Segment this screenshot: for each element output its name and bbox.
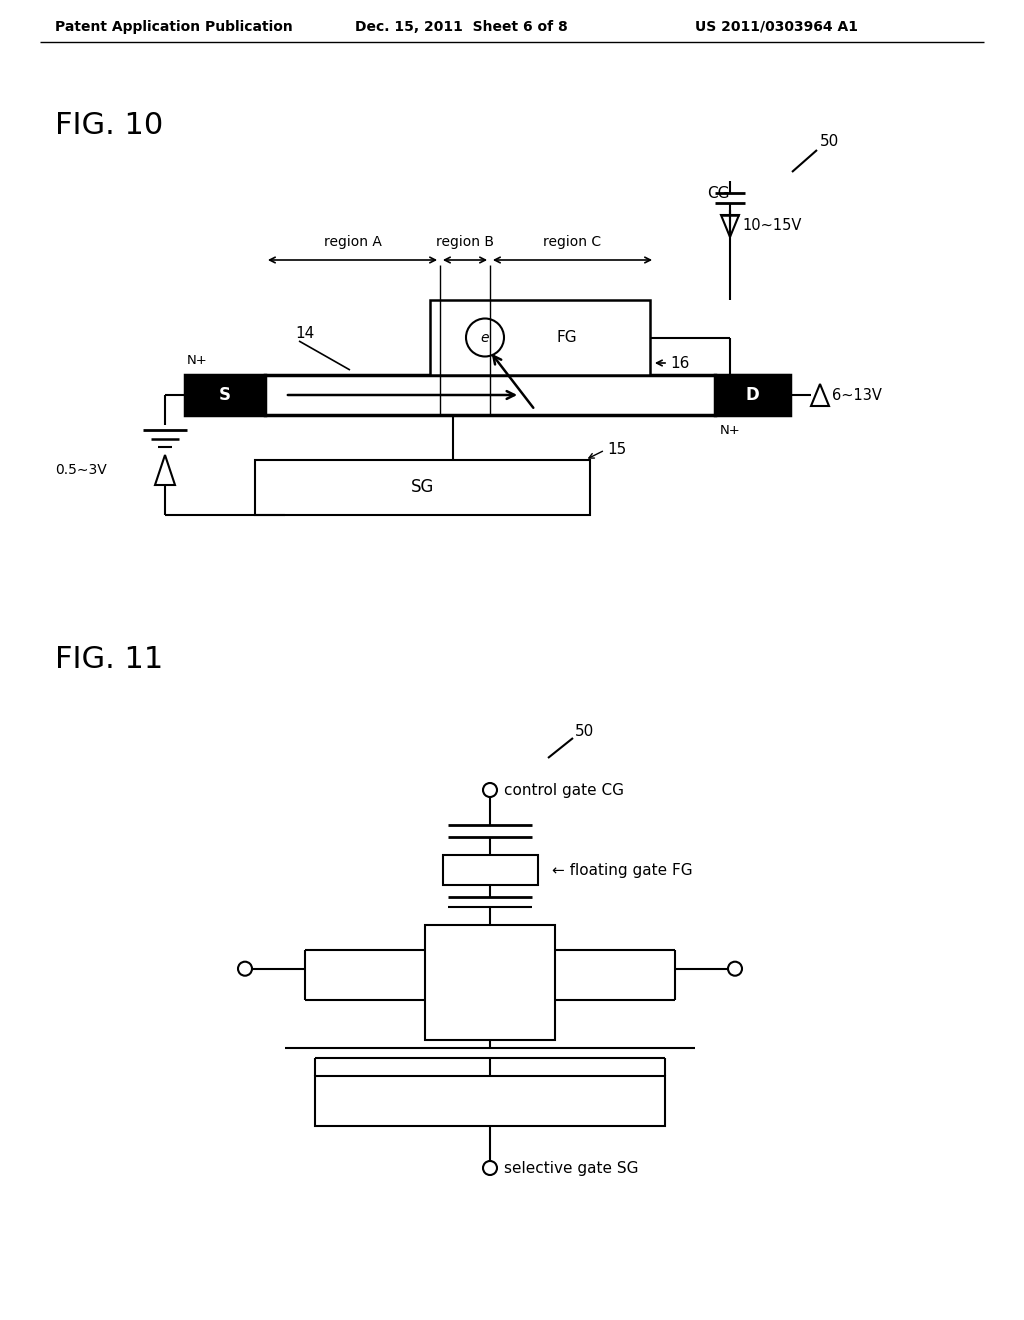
- Text: control gate CG: control gate CG: [504, 783, 624, 797]
- Bar: [442, 855, 538, 884]
- Bar: [185, 375, 265, 414]
- Text: N+: N+: [187, 355, 208, 367]
- Text: 6∼13V: 6∼13V: [831, 388, 882, 403]
- Bar: [715, 375, 790, 414]
- Bar: [315, 1076, 665, 1126]
- Text: 50: 50: [820, 135, 840, 149]
- Text: 16: 16: [670, 355, 689, 371]
- Circle shape: [466, 318, 504, 356]
- Text: region A: region A: [324, 235, 381, 249]
- Text: ← floating gate FG: ← floating gate FG: [553, 862, 693, 878]
- Text: selective gate SG: selective gate SG: [504, 1160, 639, 1176]
- Bar: [430, 300, 650, 375]
- Text: 14: 14: [295, 326, 314, 341]
- Circle shape: [238, 962, 252, 975]
- Text: D: D: [745, 385, 760, 404]
- Bar: [425, 925, 555, 1040]
- Circle shape: [483, 1162, 497, 1175]
- Text: FIG. 11: FIG. 11: [55, 645, 163, 675]
- Text: N+: N+: [720, 425, 740, 437]
- Text: Patent Application Publication: Patent Application Publication: [55, 20, 293, 34]
- Circle shape: [483, 783, 497, 797]
- Text: e: e: [480, 331, 489, 346]
- Text: CG: CG: [707, 186, 729, 202]
- Bar: [265, 375, 715, 414]
- Text: region B: region B: [436, 235, 494, 249]
- Text: 0.5∼3V: 0.5∼3V: [55, 463, 106, 477]
- Text: 10∼15V: 10∼15V: [742, 219, 802, 234]
- Text: FIG. 10: FIG. 10: [55, 111, 163, 140]
- Bar: [255, 459, 590, 515]
- Text: SG: SG: [411, 479, 434, 496]
- Text: S: S: [219, 385, 231, 404]
- Text: 50: 50: [575, 725, 594, 739]
- Text: Dec. 15, 2011  Sheet 6 of 8: Dec. 15, 2011 Sheet 6 of 8: [355, 20, 567, 34]
- Text: US 2011/0303964 A1: US 2011/0303964 A1: [695, 20, 858, 34]
- Circle shape: [728, 962, 742, 975]
- Text: FG: FG: [556, 330, 577, 345]
- Text: region C: region C: [544, 235, 601, 249]
- Text: 15: 15: [607, 442, 627, 458]
